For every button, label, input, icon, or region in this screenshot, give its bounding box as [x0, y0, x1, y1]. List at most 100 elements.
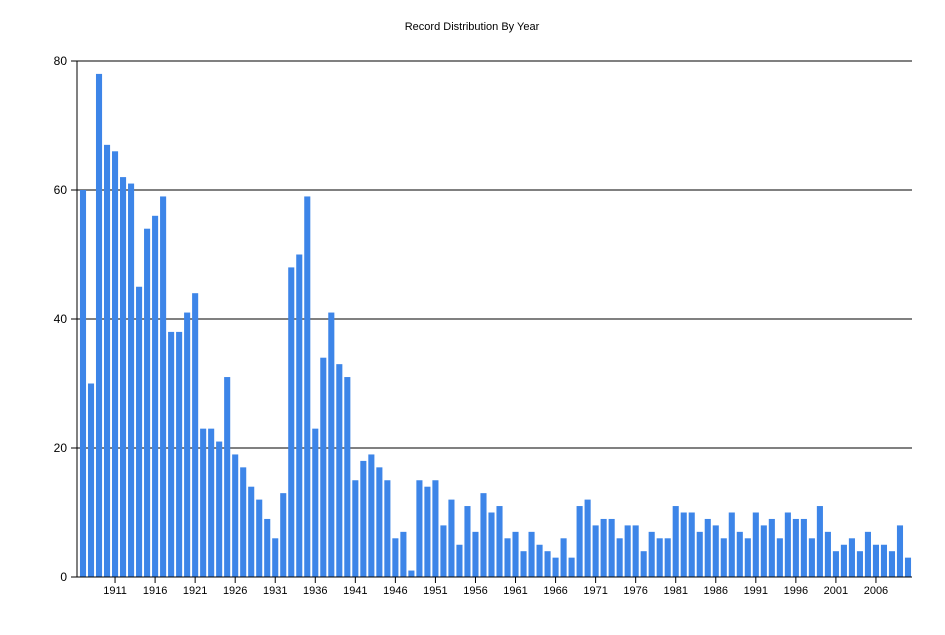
bar-1916 [152, 215, 159, 578]
bar-1910 [103, 144, 111, 577]
bar-1959 [496, 506, 503, 577]
bar-1923 [208, 428, 215, 577]
bar-1994 [776, 538, 783, 577]
bar-1943 [368, 454, 375, 577]
bar-1991 [752, 512, 759, 577]
bar-1961 [512, 531, 519, 577]
bar-1984 [696, 531, 703, 577]
bar-1942 [360, 460, 367, 577]
bar-2009 [896, 525, 904, 577]
bars [79, 73, 912, 578]
bar-1958 [488, 512, 495, 577]
bar-1986 [712, 525, 719, 577]
y-tick-labels: 0 20 40 60 80 [54, 54, 68, 584]
bar-1999 [816, 506, 823, 577]
bar-1909 [95, 73, 103, 578]
bar-1947 [400, 531, 407, 577]
bar-1964 [536, 544, 543, 577]
bar-1978 [648, 531, 655, 577]
x-tick-label: 1926 [223, 585, 247, 597]
bar-2002 [840, 544, 847, 577]
bar-1949 [416, 480, 423, 577]
y-tick-label: 20 [54, 441, 68, 455]
bar-1981 [672, 506, 679, 577]
x-tick-label: 1996 [784, 585, 808, 597]
bar-2010 [904, 557, 912, 577]
bar-1925 [224, 377, 231, 577]
bar-2008 [888, 551, 896, 577]
bar-1936 [312, 428, 319, 577]
bar-1971 [592, 525, 599, 577]
bar-1973 [608, 518, 615, 577]
bar-1956 [472, 531, 479, 577]
bar-1998 [808, 538, 815, 577]
bar-1938 [328, 312, 335, 577]
bar-1963 [528, 531, 535, 577]
bar-1977 [640, 551, 647, 577]
bar-1980 [664, 538, 671, 577]
bar-1995 [784, 512, 791, 577]
bar-1967 [560, 538, 567, 577]
bar-1919 [176, 331, 183, 577]
bar-1933 [288, 267, 295, 577]
bar-1928 [248, 486, 255, 577]
bar-1946 [392, 538, 399, 577]
bar-1992 [760, 525, 767, 577]
bar-2001 [832, 551, 839, 577]
bar-1945 [384, 480, 391, 577]
bar-1912 [120, 177, 127, 577]
bar-1990 [744, 538, 751, 577]
bar-1965 [544, 551, 551, 577]
bar-1915 [144, 228, 151, 577]
x-tick-label: 1961 [503, 585, 527, 597]
bar-1953 [448, 499, 455, 577]
y-tick-label: 80 [54, 54, 68, 68]
bar-1974 [616, 538, 623, 577]
y-tick-label: 60 [54, 183, 68, 197]
x-tick-label: 1911 [103, 585, 127, 597]
bar-1970 [584, 499, 591, 577]
bar-2005 [864, 531, 871, 577]
x-tick-label: 1916 [143, 585, 167, 597]
bar-1975 [624, 525, 631, 577]
bar-1917 [160, 196, 167, 577]
bar-2000 [824, 531, 831, 577]
x-tick-label: 1941 [343, 585, 367, 597]
bar-2003 [848, 538, 855, 577]
bar-1983 [688, 512, 695, 577]
gridlines [77, 60, 912, 449]
bar-1982 [680, 512, 687, 577]
bar-1921 [192, 293, 199, 577]
bar-1989 [736, 531, 743, 577]
bar-1932 [280, 493, 287, 577]
bar-1937 [320, 357, 327, 577]
bar-1914 [136, 286, 143, 577]
x-tick-label: 1936 [303, 585, 327, 597]
y-tick-label: 40 [54, 312, 68, 326]
x-tick-label: 1931 [263, 585, 287, 597]
bar-2004 [856, 551, 863, 577]
bar-1913 [128, 183, 135, 578]
x-tick-label: 1951 [423, 585, 447, 597]
bar-1948 [408, 570, 415, 577]
bar-1918 [168, 331, 175, 577]
bar-2006 [872, 544, 879, 577]
bar-1924 [216, 441, 223, 577]
y-tick-label: 0 [60, 570, 67, 584]
x-tick-label: 1991 [744, 585, 768, 597]
bar-1920 [184, 312, 191, 577]
x-tick-label: 2001 [824, 585, 848, 597]
bar-1929 [256, 499, 263, 577]
bar-1987 [720, 538, 727, 577]
x-tick-label: 1971 [583, 585, 607, 597]
bar-2007 [880, 544, 888, 577]
bar-1944 [376, 467, 383, 577]
bar-1930 [264, 518, 271, 577]
bar-1979 [656, 538, 663, 577]
bar-1996 [792, 518, 799, 577]
bar-1939 [336, 364, 343, 577]
x-tick-label: 1966 [543, 585, 567, 597]
bar-1962 [520, 551, 527, 577]
bar-1940 [344, 377, 351, 577]
bar-1908 [87, 383, 95, 577]
